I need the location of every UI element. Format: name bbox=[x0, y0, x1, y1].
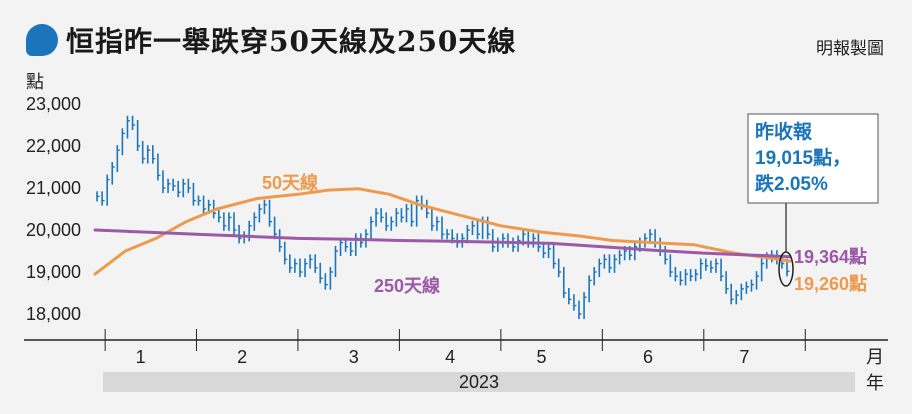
title-row: 恒指昨一舉跌穿50天線及250天線 bbox=[26, 18, 516, 62]
callout-line-3: 跌2.05% bbox=[755, 172, 828, 195]
chart-credit: 明報製圖 bbox=[816, 39, 884, 59]
month-label: 7 bbox=[739, 347, 749, 367]
chart-title: 恒指昨一舉跌穿50天線及250天線 bbox=[66, 25, 517, 58]
y-axis-unit: 點 bbox=[26, 72, 44, 92]
y-tick-labels: 23,000 22,000 21,000 20,000 19,000 18,000 bbox=[26, 94, 81, 324]
y-tick-label: 22,000 bbox=[26, 136, 81, 156]
ma250-series-label: 250天線 bbox=[374, 275, 440, 296]
month-label: 6 bbox=[643, 347, 653, 367]
daily-price-bars bbox=[96, 115, 790, 320]
year-label: 2023 bbox=[459, 372, 499, 392]
ma50-series-label: 50天線 bbox=[262, 172, 318, 193]
ma50-line bbox=[93, 187, 792, 276]
x-axis-unit-year: 年 bbox=[866, 373, 884, 393]
x-axis-unit-month: 月 bbox=[866, 347, 884, 367]
month-label: 4 bbox=[445, 347, 455, 367]
year-band bbox=[103, 372, 855, 392]
month-label: 3 bbox=[349, 347, 359, 367]
y-tick-label: 23,000 bbox=[26, 94, 81, 114]
month-labels: 1 2 3 4 5 6 7 bbox=[136, 347, 750, 367]
ma250-line bbox=[93, 228, 792, 259]
y-tick-label: 20,000 bbox=[26, 220, 81, 240]
y-tick-label: 18,000 bbox=[26, 304, 81, 324]
month-label: 2 bbox=[237, 347, 247, 367]
month-label: 1 bbox=[136, 347, 146, 367]
callout-line-1: 昨收報 bbox=[755, 120, 813, 143]
ma50-value-label: 19,260點 bbox=[794, 274, 867, 294]
month-ticks bbox=[104, 329, 806, 351]
y-tick-label: 19,000 bbox=[26, 262, 81, 282]
speech-bubble-icon bbox=[26, 24, 58, 56]
moving-average-lines bbox=[93, 187, 792, 276]
ma250-value-label: 19,364點 bbox=[794, 247, 867, 267]
y-tick-label: 21,000 bbox=[26, 178, 81, 198]
callout-line-2: 19,015點， bbox=[755, 146, 851, 169]
month-label: 5 bbox=[536, 347, 546, 367]
callout-box bbox=[747, 113, 879, 204]
